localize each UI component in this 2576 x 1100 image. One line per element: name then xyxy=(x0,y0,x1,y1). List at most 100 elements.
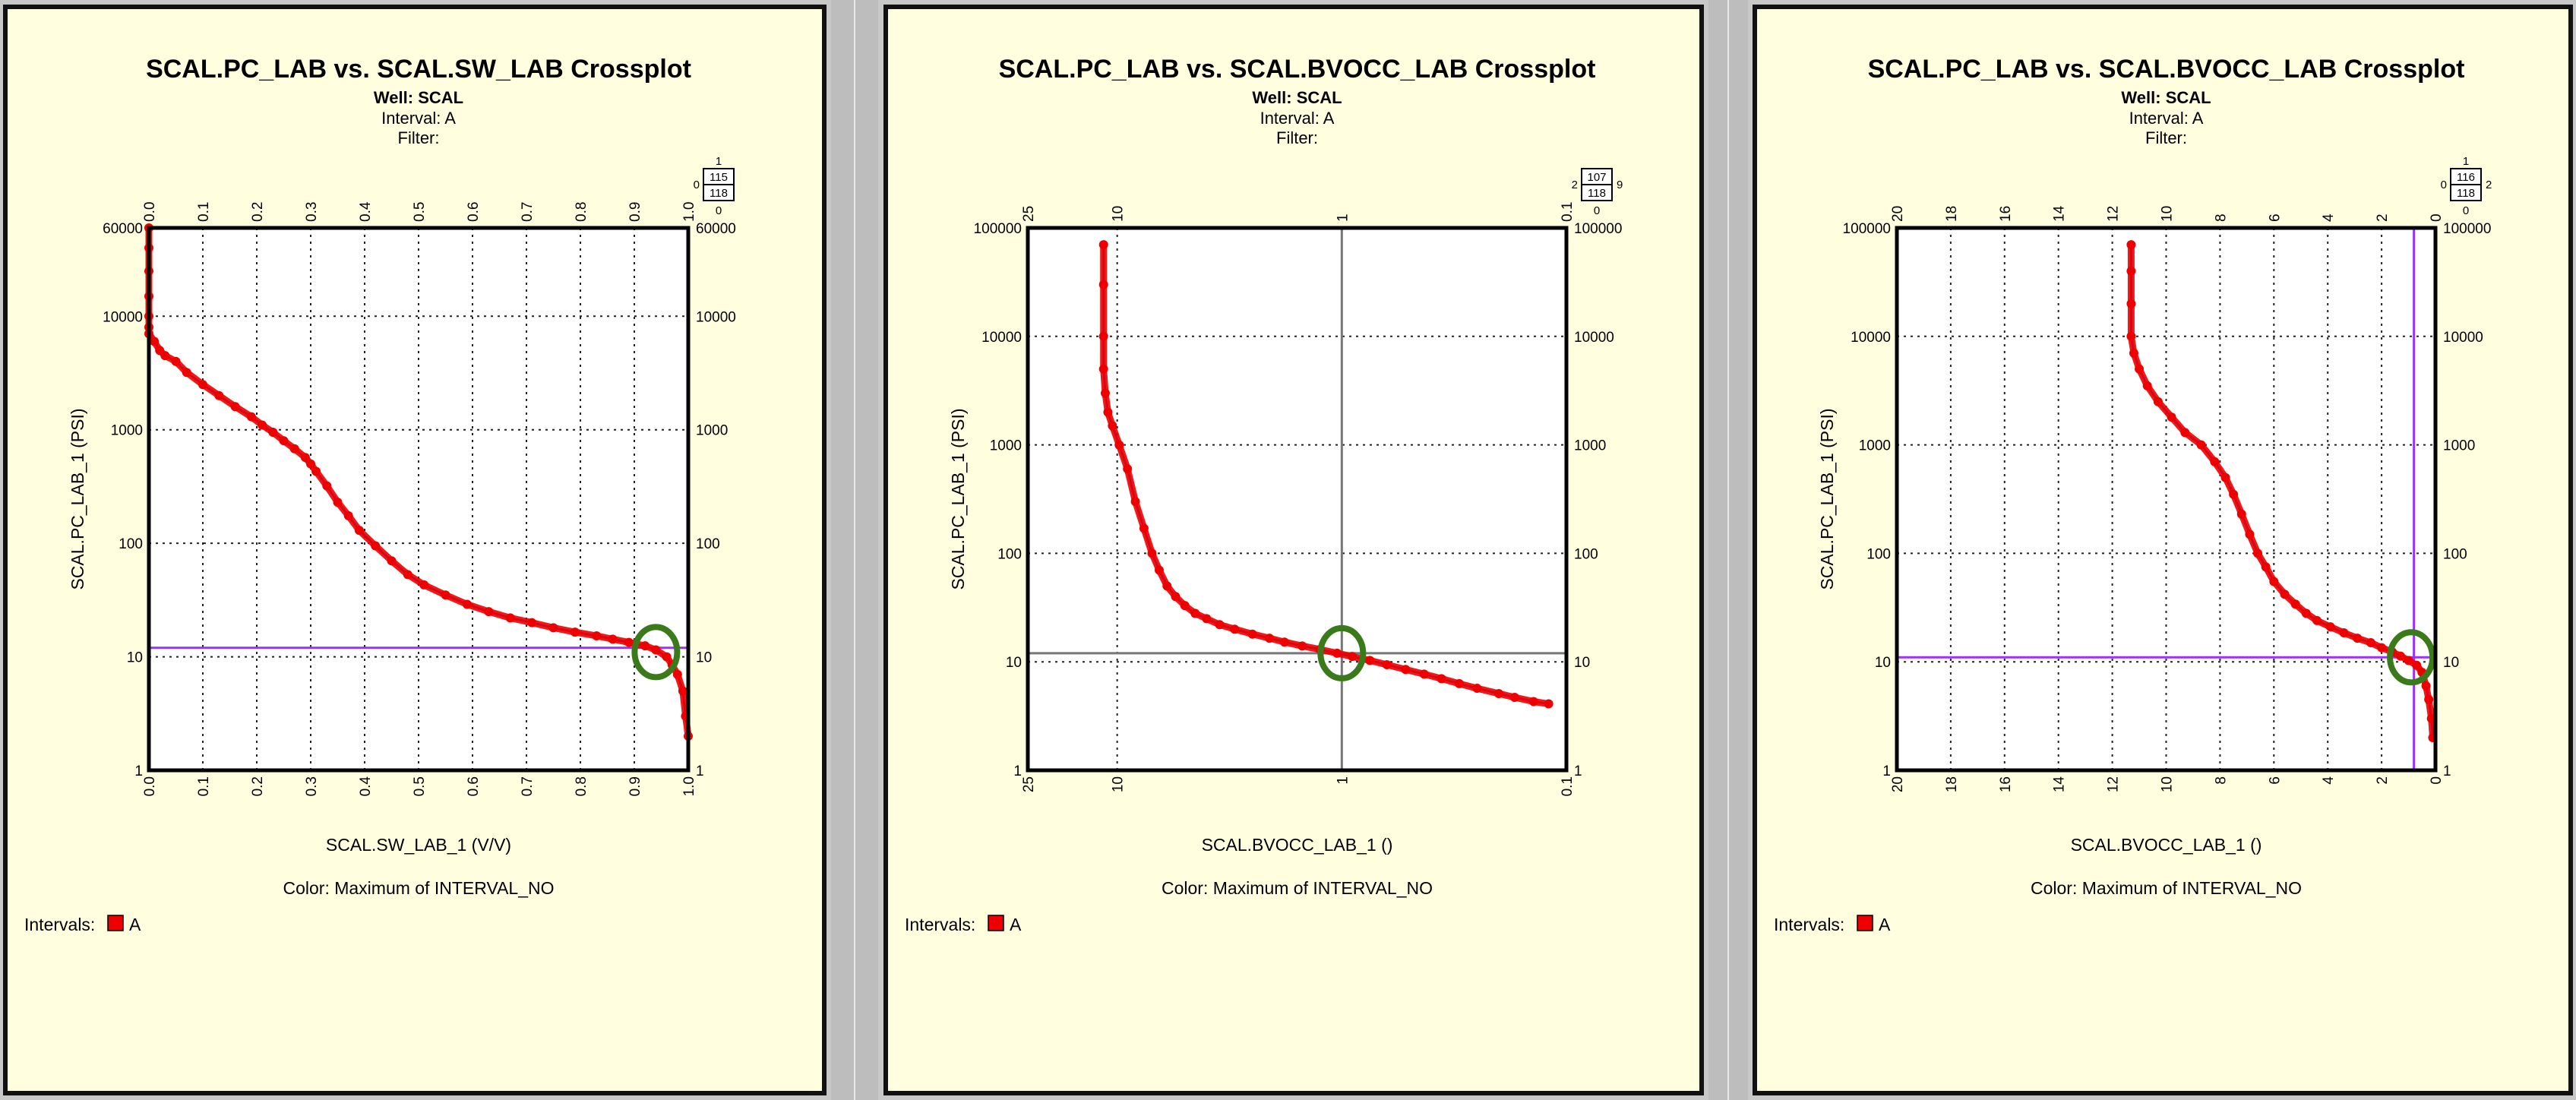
plot-frame xyxy=(147,226,691,773)
panel-divider[interactable] xyxy=(1708,0,1748,1100)
y-tick-label-left: 1000 xyxy=(990,438,1022,454)
filter-label: Filter: xyxy=(2145,128,2187,147)
data-point xyxy=(371,541,381,551)
data-point xyxy=(311,466,321,476)
x-tick-label-bottom: 0.4 xyxy=(358,776,374,797)
interval-swatch xyxy=(107,915,124,931)
x-tick-label-top: 0.4 xyxy=(358,201,374,222)
data-point xyxy=(2245,529,2255,539)
data-point xyxy=(306,459,315,469)
data-point xyxy=(484,607,494,617)
plot-frame xyxy=(1026,226,1569,773)
data-point xyxy=(1401,665,1411,675)
x-tick-label-bottom: 0.2 xyxy=(250,776,266,796)
y-tick-label-right: 1 xyxy=(1574,763,1582,779)
crossplot-svg: SCAL.PC_LAB vs. SCAL.SW_LAB Crossplot Wel… xyxy=(24,55,736,934)
x-tick-label-top: 8 xyxy=(2213,213,2229,222)
highlight-ellipse xyxy=(1317,624,1367,681)
legend-box-value: 118 xyxy=(2457,187,2475,200)
data-point xyxy=(419,580,429,590)
data-point xyxy=(2135,364,2145,374)
data-point xyxy=(2301,608,2311,618)
data-point xyxy=(1190,608,1200,618)
data-point xyxy=(2220,473,2230,482)
data-point xyxy=(2280,590,2290,599)
x-tick-label-bottom: 0.3 xyxy=(304,776,320,796)
data-point xyxy=(1139,523,1149,533)
y-tick-label-right: 10000 xyxy=(696,309,736,325)
data-point xyxy=(354,526,364,536)
x-tick-label-top: 0.9 xyxy=(627,202,643,222)
data-point xyxy=(1454,678,1464,688)
y-tick-label-left: 10000 xyxy=(103,309,143,325)
data-point xyxy=(2412,660,2422,670)
y-tick-label-left: 10 xyxy=(127,650,143,666)
data-point xyxy=(1382,660,1392,670)
legend-box-top-value: 1 xyxy=(716,155,722,168)
y-tick-label-left: 100000 xyxy=(974,221,1022,237)
x-tick-label-bottom: 16 xyxy=(1998,776,2014,792)
data-point xyxy=(289,444,299,454)
x-tick-label-bottom: 2 xyxy=(2375,776,2391,785)
x-axis-label: SCAL.BVOCC_LAB_1 () xyxy=(2071,835,2262,855)
legend-box-value: 116 xyxy=(2457,171,2475,184)
x-tick-label-top: 14 xyxy=(2052,205,2068,222)
data-point xyxy=(333,498,343,507)
data-point xyxy=(624,637,634,647)
x-tick-label-top: 0.5 xyxy=(412,202,428,222)
data-point xyxy=(640,641,650,651)
data-point xyxy=(2269,577,2279,586)
interval-item: A xyxy=(1879,915,1891,934)
data-point xyxy=(1162,581,1172,591)
x-tick-label-bottom: 1 xyxy=(1335,776,1351,785)
x-tick-label-top: 0.2 xyxy=(250,202,266,222)
data-point xyxy=(1472,684,1482,694)
y-tick-label-right: 1 xyxy=(696,763,704,779)
color-note: Color: Maximum of INTERVAL_NO xyxy=(1162,878,1433,898)
x-tick-label-bottom: 4 xyxy=(2321,776,2337,785)
y-tick-label-left: 1 xyxy=(1013,763,1022,779)
data-point xyxy=(1332,648,1342,658)
interval-swatch xyxy=(988,915,1004,931)
data-point xyxy=(1103,407,1113,417)
crossplot-panel: SCAL.PC_LAB vs. SCAL.BVOCC_LAB Crossplot… xyxy=(883,5,1704,1095)
legend-box-top-value: 1 xyxy=(2463,155,2469,168)
data-point xyxy=(198,380,207,390)
legend-box-value: 118 xyxy=(1588,187,1606,200)
x-tick-label-top: 1.0 xyxy=(681,202,697,222)
y-tick-label-right: 10000 xyxy=(2443,330,2483,346)
x-axis-label: SCAL.BVOCC_LAB_1 () xyxy=(1202,835,1393,855)
x-tick-label-bottom: 12 xyxy=(2106,776,2122,792)
data-point xyxy=(662,652,672,662)
data-point xyxy=(505,613,515,623)
interval-label: Interval: A xyxy=(1260,109,1335,128)
y-axis-label: SCAL.PC_LAB_1 (PSI) xyxy=(1817,408,1837,590)
crossplot-panel: SCAL.PC_LAB vs. SCAL.BVOCC_LAB Crossplot… xyxy=(1753,5,2573,1095)
well-label: Well: SCAL xyxy=(1252,88,1342,107)
interval-label: Interval: A xyxy=(2129,109,2204,128)
panel-divider[interactable] xyxy=(831,0,878,1100)
x-axis-label: SCAL.SW_LAB_1 (V/V) xyxy=(326,835,511,855)
data-point xyxy=(1123,464,1133,474)
data-point xyxy=(2424,694,2434,704)
highlight-ellipse xyxy=(631,624,681,681)
data-point xyxy=(2421,681,2431,691)
y-tick-label-left: 10 xyxy=(1875,655,1891,671)
data-point xyxy=(2126,331,2136,341)
x-tick-label-bottom: 0.8 xyxy=(574,776,589,796)
y-axis-label: SCAL.PC_LAB_1 (PSI) xyxy=(948,408,968,590)
x-tick-label-top: 0.3 xyxy=(304,202,320,222)
data-point xyxy=(1154,565,1164,575)
legend-box-bottom xyxy=(2450,184,2482,201)
interval-item: A xyxy=(129,915,141,934)
data-point xyxy=(230,402,240,412)
legend-box-bottom-value: 0 xyxy=(1594,204,1600,217)
data-point xyxy=(462,599,472,609)
x-tick-label-top: 0.1 xyxy=(1560,202,1576,222)
data-point xyxy=(678,686,687,696)
data-point xyxy=(1098,240,1108,250)
data-point xyxy=(548,623,558,633)
data-point xyxy=(150,337,160,346)
data-point xyxy=(2290,599,2300,609)
intervals-label: Intervals: xyxy=(24,915,95,934)
